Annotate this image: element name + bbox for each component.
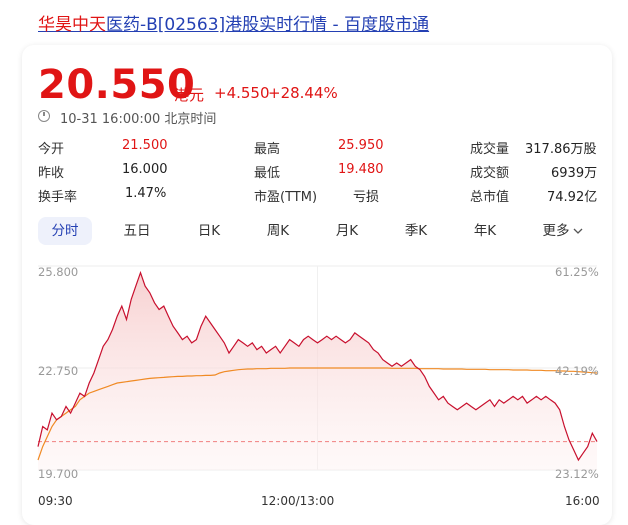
title-rest[interactable]: 医药-B[02563]港股实时行情 - 百度股市通 [106,15,430,35]
chevron-down-icon[interactable] [573,227,583,235]
pe-label: 市盈(TTM) [254,190,318,205]
amount-label: 成交额 [470,166,510,181]
tab-daily-k[interactable]: 日K [197,223,221,239]
open-label: 今开 [38,142,65,157]
tab-quarterly-k[interactable]: 季K [404,223,428,239]
y-tick-left-top: 25.800 [38,265,79,279]
quote-time: 10-31 16:00:00 北京时间 [60,112,217,127]
open-value: 21.500 [122,138,168,153]
pe-value: 亏损 [353,190,380,205]
x-tick-midday: 12:00/13:00 [261,494,335,508]
tab-yearly-k[interactable]: 年K [473,223,497,239]
price-change: +4.550 [214,84,270,102]
price-area [38,272,597,470]
volume-value: 317.86万股 [525,142,597,157]
x-tick-close: 16:00 [565,494,600,508]
volume-label: 成交量 [470,142,510,157]
market-cap-label: 总市值 [470,190,510,205]
low-label: 最低 [254,166,281,181]
title-highlight[interactable]: 华昊中天 [38,15,106,35]
prev-close-label: 昨收 [38,166,65,181]
y-tick-left-bottom: 19.700 [38,467,79,481]
x-tick-open: 09:30 [38,494,73,508]
tab-monthly-k[interactable]: 月K [335,223,359,239]
low-value: 19.480 [338,162,384,177]
current-price: 20.550 [38,62,196,108]
high-label: 最高 [254,142,281,157]
page-title[interactable]: 华昊中天医药-B[02563]港股实时行情 - 百度股市通 [38,10,429,35]
price-unit: 港元 [174,86,205,104]
tab-five-day[interactable]: 五日 [123,223,151,239]
market-cap-value: 74.92亿 [547,190,598,205]
price-line [37,270,598,462]
prev-close-value: 16.000 [122,162,168,177]
high-value: 25.950 [338,138,384,153]
tab-more[interactable]: 更多 [542,223,570,239]
price-change-percent: +28.44% [268,84,338,102]
tab-weekly-k[interactable]: 周K [266,223,290,239]
y-tick-right-mid: 42.19% [555,364,599,378]
tab-intraday[interactable]: 分时 [38,217,92,245]
turnover-value: 1.47% [125,186,167,201]
amount-value: 6939万 [551,166,598,181]
clock-icon [38,110,50,122]
y-tick-right-bottom: 23.12% [555,467,599,481]
y-tick-left-mid: 22.750 [38,364,79,378]
average-price-line [37,367,598,461]
turnover-label: 换手率 [38,190,78,205]
y-tick-right-top: 61.25% [555,265,599,279]
